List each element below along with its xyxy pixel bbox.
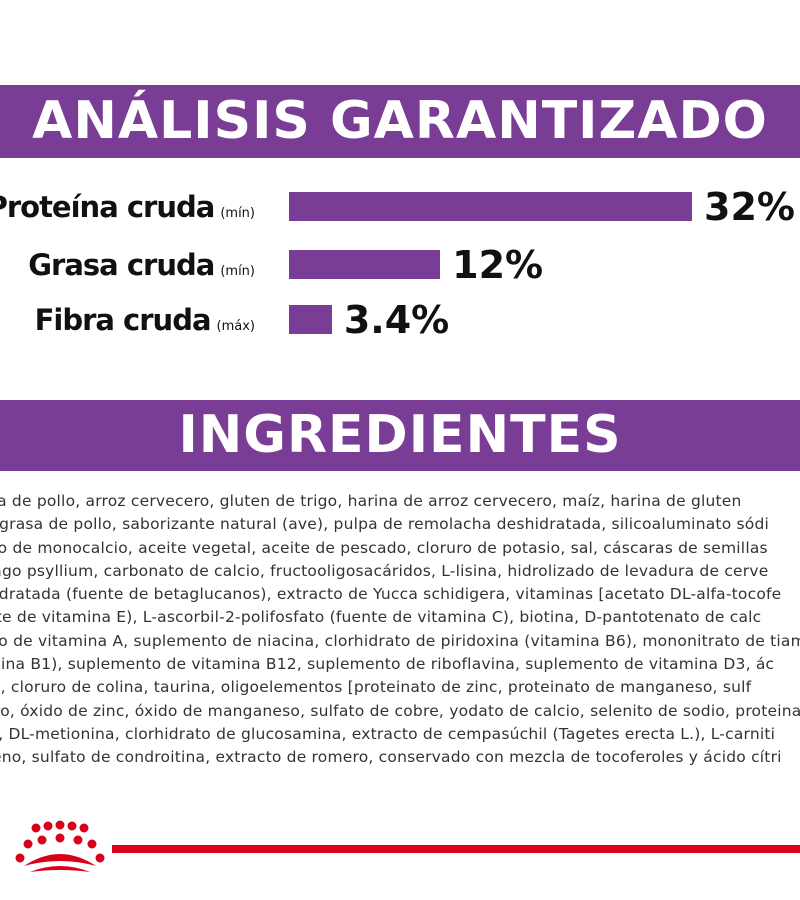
nutrient-qualifier: (mín) xyxy=(220,206,255,221)
ingredients-line: shidratada (fuente de betaglucanos), ext… xyxy=(0,585,782,604)
ingredients-line: tato de vitamina A, suplemento de niacin… xyxy=(0,631,800,650)
nutrient-row: Grasa cruda (mín) 12% xyxy=(0,240,800,290)
ingredients-line: co], cloruro de colina, taurina, oligoel… xyxy=(0,678,752,697)
ingredients-text: rina de pollo, arroz cervecero, gluten d… xyxy=(0,490,800,770)
ingredients-line: oteno, sulfato de condroitina, extracto … xyxy=(0,748,782,767)
nutrient-bar xyxy=(289,250,441,279)
crown-icon xyxy=(15,820,105,872)
nutrient-row: Proteína cruda (mín) 32% xyxy=(0,182,800,232)
nutrient-qualifier: (mín) xyxy=(220,264,255,279)
nutrient-value: 12% xyxy=(452,243,544,287)
footer-divider xyxy=(112,845,800,853)
ingredients-line: ntago psyllium, carbonato de calcio, fru… xyxy=(0,561,769,580)
ingredients-title: INGREDIENTES xyxy=(0,400,800,471)
nutrient-bar xyxy=(289,192,692,221)
nutrient-name: Proteína cruda xyxy=(0,190,215,224)
ingredients-line: roso, óxido de zinc, óxido de manganeso,… xyxy=(0,701,800,720)
ingredients-line: íz, grasa de pollo, saborizante natural … xyxy=(0,515,770,534)
nutrient-value: 32% xyxy=(704,185,795,229)
nutrient-name: Fibra cruda xyxy=(34,303,212,337)
nutrient-bar xyxy=(289,305,332,334)
nutrient-name: Grasa cruda xyxy=(28,248,215,282)
ingredients-line: fato de monocalcio, aceite vegetal, acei… xyxy=(0,538,768,557)
analysis-title: ANÁLISIS GARANTIZADO xyxy=(0,85,800,158)
nutrient-row: Fibra cruda (máx) 3.4% xyxy=(0,295,800,345)
nutrient-label: Fibra cruda (máx) xyxy=(35,295,255,345)
ingredients-line: ente de vitamina E), L-ascorbil-2-polifo… xyxy=(0,608,762,627)
nutrient-label: Proteína cruda (mín) xyxy=(0,182,255,232)
nutrient-label: Grasa cruda (mín) xyxy=(28,240,255,290)
nutrient-qualifier: (máx) xyxy=(216,319,255,334)
ingredients-line: rina de pollo, arroz cervecero, gluten d… xyxy=(0,492,742,510)
ingredients-line: re], DL-metionina, clorhidrato de glucos… xyxy=(0,724,776,743)
ingredients-line: amina B1), suplemento de vitamina B12, s… xyxy=(0,655,775,674)
nutrient-value: 3.4% xyxy=(343,298,450,342)
